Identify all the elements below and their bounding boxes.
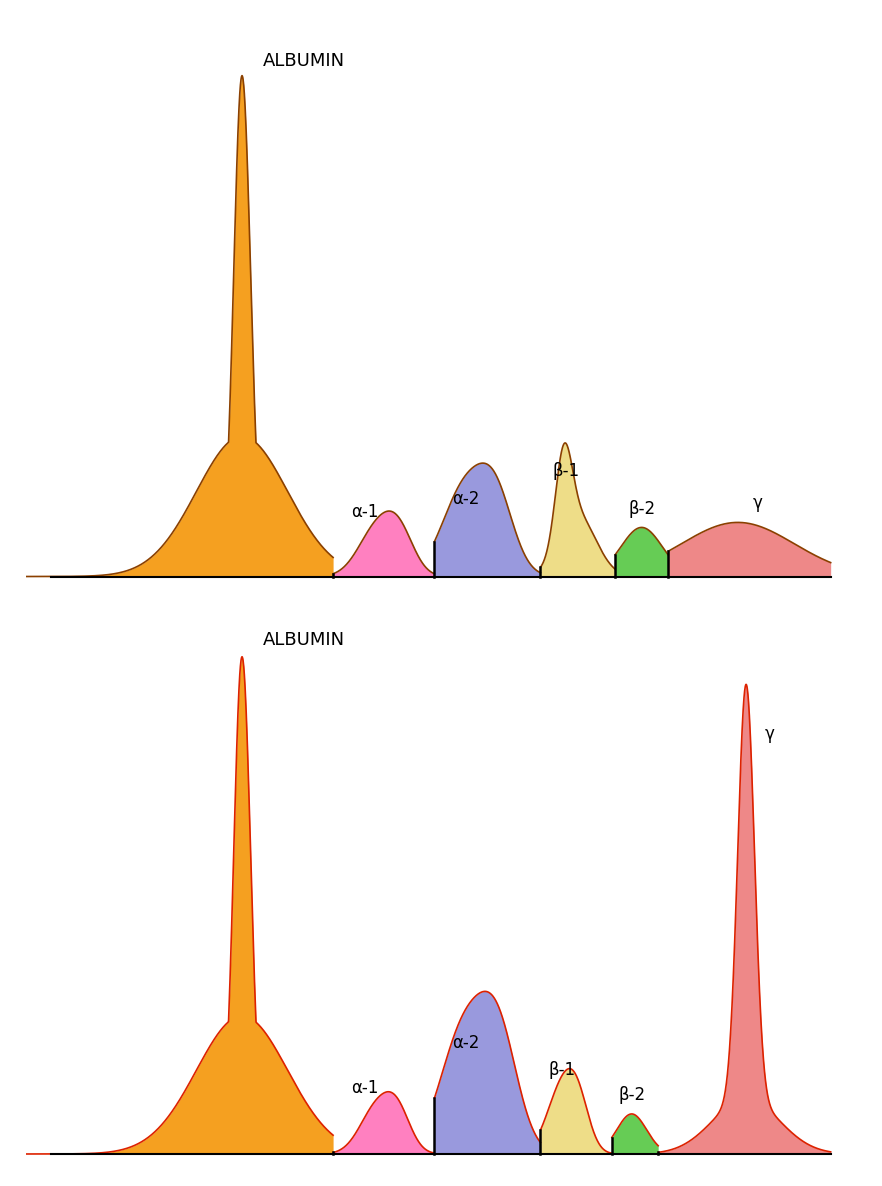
Text: α-1: α-1 bbox=[351, 1079, 378, 1097]
Text: α-1: α-1 bbox=[351, 503, 378, 522]
Text: β-1: β-1 bbox=[549, 1061, 576, 1079]
Text: α-2: α-2 bbox=[452, 1034, 480, 1052]
Text: γ: γ bbox=[765, 725, 774, 744]
Text: γ: γ bbox=[752, 495, 763, 512]
Text: ALBUMIN: ALBUMIN bbox=[263, 631, 345, 650]
Text: β-2: β-2 bbox=[618, 1085, 646, 1104]
Text: ALBUMIN: ALBUMIN bbox=[263, 52, 345, 70]
Text: α-2: α-2 bbox=[452, 490, 480, 509]
Text: β-1: β-1 bbox=[553, 461, 579, 480]
Text: β-2: β-2 bbox=[628, 500, 655, 518]
